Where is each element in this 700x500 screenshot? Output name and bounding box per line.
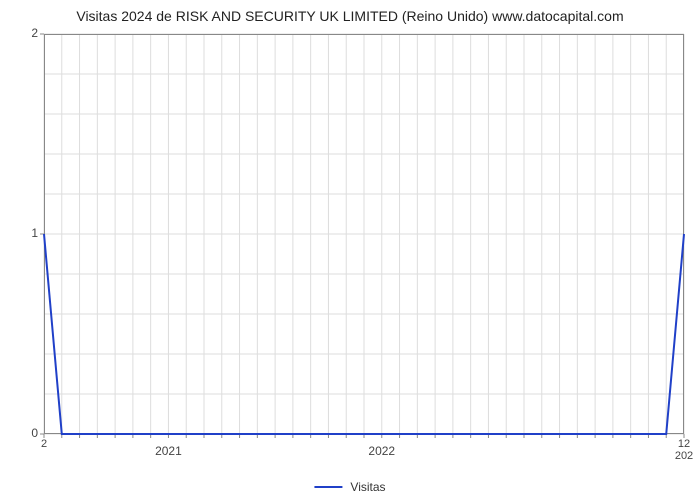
x-tick-label-year: 2021 bbox=[155, 444, 182, 458]
legend: Visitas bbox=[314, 480, 385, 494]
x-tick-label-year: 2022 bbox=[368, 444, 395, 458]
legend-label: Visitas bbox=[350, 480, 385, 494]
x-tick-label-right: 12 bbox=[678, 438, 690, 450]
legend-swatch bbox=[314, 486, 342, 488]
y-tick-label: 1 bbox=[14, 226, 38, 240]
plot-area bbox=[44, 34, 684, 434]
chart-title: Visitas 2024 de RISK AND SECURITY UK LIM… bbox=[0, 0, 700, 24]
y-tick-label: 0 bbox=[14, 426, 38, 440]
x-tick-label-left: 2 bbox=[41, 438, 47, 450]
visitas-chart: Visitas 2024 de RISK AND SECURITY UK LIM… bbox=[0, 0, 700, 500]
y-tick-label: 2 bbox=[14, 26, 38, 40]
x-tick-label-right2: 202 bbox=[675, 450, 693, 462]
